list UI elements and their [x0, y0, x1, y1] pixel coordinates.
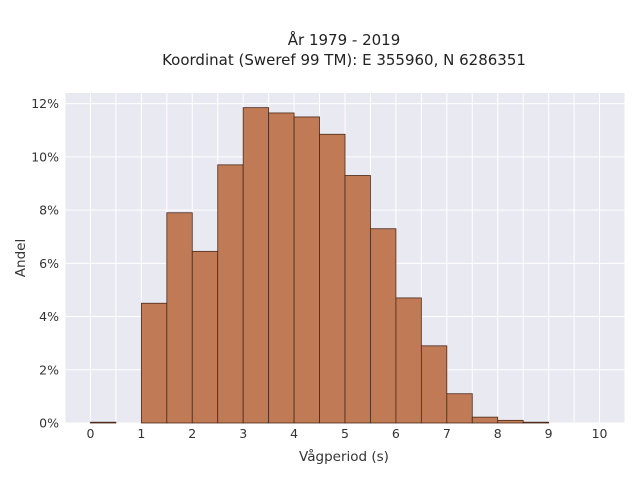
- histogram-bar: [446, 393, 473, 424]
- y-tick-label: 4%: [39, 309, 59, 324]
- x-axis-label: Vågperiod (s): [299, 448, 389, 465]
- histogram-bar: [191, 250, 219, 424]
- histogram-bar: [370, 228, 397, 424]
- y-axis-label: Andel: [13, 239, 29, 277]
- x-tick-label: 5: [341, 426, 349, 441]
- y-axis-ticks: 0% 2% 4% 6% 8% 10% 12%: [31, 96, 59, 430]
- x-tick-label: 3: [239, 426, 247, 441]
- x-tick-label: 10: [592, 426, 608, 441]
- histogram-bar: [344, 175, 371, 424]
- x-tick-label: 4: [290, 426, 298, 441]
- x-tick-label: 2: [188, 426, 196, 441]
- histogram-bar: [268, 112, 295, 424]
- y-tick-label: 0%: [39, 416, 59, 431]
- histogram-bar: [293, 116, 320, 424]
- histogram-bar: [471, 416, 499, 424]
- histogram-bar: [242, 107, 270, 424]
- histogram-bar: [166, 212, 193, 424]
- histogram-bar: [522, 421, 550, 424]
- histogram-bar: [217, 164, 244, 424]
- histogram-bar: [140, 302, 168, 424]
- histogram-bar: [497, 419, 524, 424]
- y-tick-label: 2%: [39, 362, 59, 377]
- histogram-bar: [90, 421, 117, 424]
- histogram-bar: [319, 133, 346, 424]
- y-tick-label: 10%: [31, 149, 59, 164]
- x-tick-label: 0: [86, 426, 94, 441]
- histogram-bar: [420, 345, 448, 424]
- x-tick-label: 7: [443, 426, 451, 441]
- y-tick-label: 12%: [31, 96, 59, 111]
- histogram-bar: [395, 297, 422, 424]
- bars: [90, 107, 550, 424]
- y-tick-label: 6%: [39, 256, 59, 271]
- chart-title-line1: År 1979 - 2019: [288, 30, 401, 49]
- x-tick-label: 9: [545, 426, 553, 441]
- x-tick-label: 6: [392, 426, 400, 441]
- x-tick-label: 8: [494, 426, 502, 441]
- y-tick-label: 8%: [39, 203, 59, 218]
- x-tick-label: 1: [137, 426, 145, 441]
- chart-title-line2: Koordinat (Sweref 99 TM): E 355960, N 62…: [162, 51, 526, 69]
- x-axis-ticks: 0 1 2 3 4 5 6 7 8 9 10: [86, 426, 607, 441]
